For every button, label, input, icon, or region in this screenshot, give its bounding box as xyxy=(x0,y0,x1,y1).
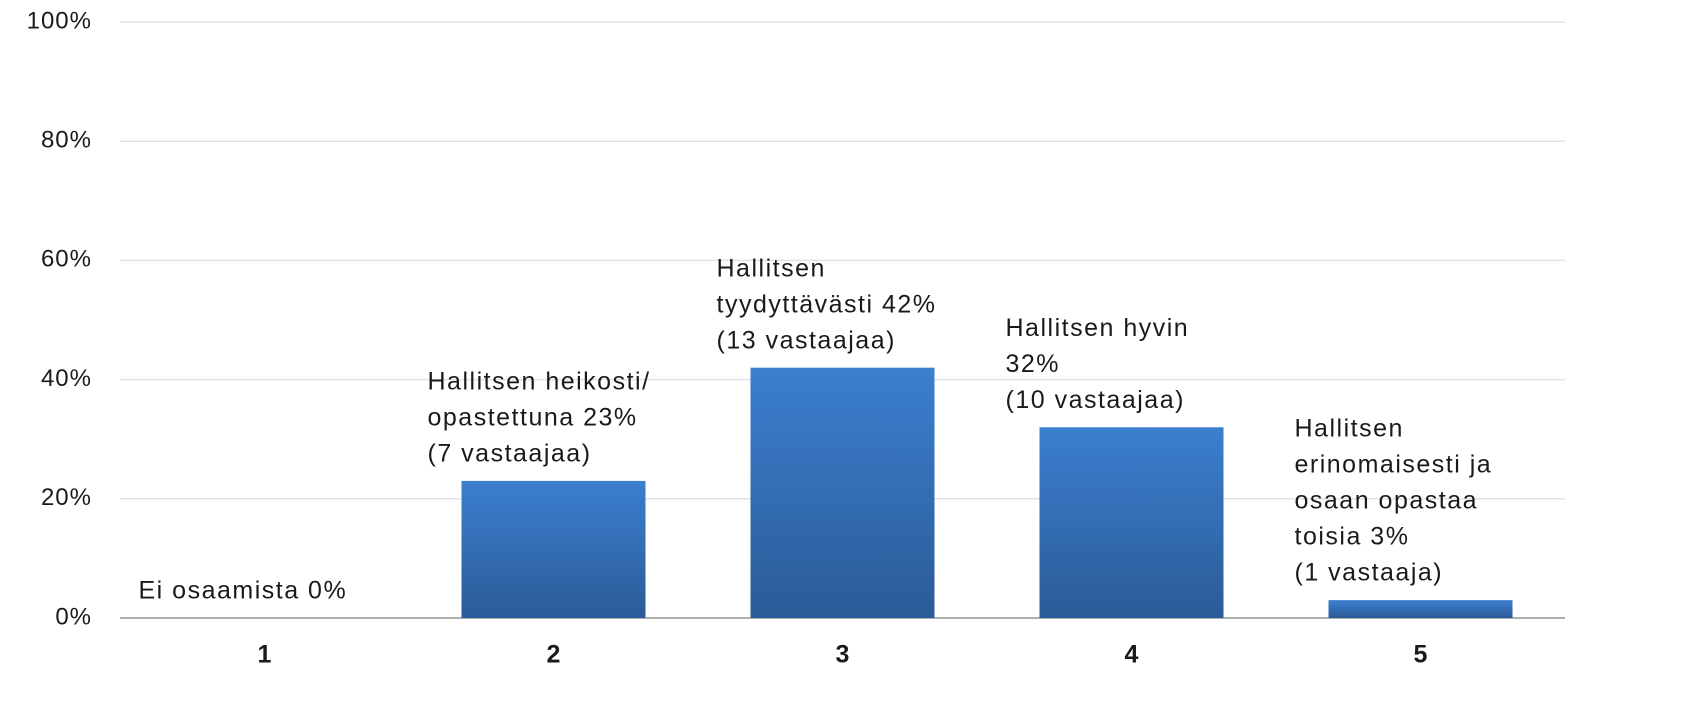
data-label: toisia 3% xyxy=(1295,523,1410,551)
data-label: Hallitsen xyxy=(717,254,826,282)
data-label: Hallitsen xyxy=(1295,415,1404,443)
data-label: erinomaisesti ja xyxy=(1295,451,1493,479)
x-tick-label: 2 xyxy=(547,641,561,669)
bar xyxy=(1039,427,1224,618)
x-tick-label: 1 xyxy=(258,641,272,669)
y-tick-label: 0% xyxy=(55,603,92,630)
x-tick-label: 3 xyxy=(836,641,850,669)
bar xyxy=(461,480,646,618)
y-tick-label: 100% xyxy=(27,7,92,34)
data-label: 32% xyxy=(1006,350,1061,378)
data-label: Hallitsen hyvin xyxy=(1006,314,1190,342)
data-label: (13 vastaajaa) xyxy=(717,326,896,354)
data-label: tyydyttävästi 42% xyxy=(717,290,937,318)
x-tick-label: 5 xyxy=(1414,641,1428,669)
y-tick-label: 20% xyxy=(41,484,92,511)
data-label: (1 vastaaja) xyxy=(1295,559,1444,587)
y-tick-label: 60% xyxy=(41,246,92,273)
data-label: opastettuna 23% xyxy=(428,404,638,432)
x-tick-label: 4 xyxy=(1125,641,1139,669)
data-label: osaan opastaa xyxy=(1295,487,1479,515)
bar xyxy=(750,367,935,618)
bar xyxy=(1328,600,1513,618)
data-label: (7 vastaajaa) xyxy=(428,440,592,468)
data-label: (10 vastaajaa) xyxy=(1006,386,1185,414)
data-label: Ei osaamista 0% xyxy=(139,577,348,605)
y-tick-label: 80% xyxy=(41,127,92,154)
y-tick-label: 40% xyxy=(41,365,92,392)
data-label: Hallitsen heikosti/ xyxy=(428,368,651,396)
